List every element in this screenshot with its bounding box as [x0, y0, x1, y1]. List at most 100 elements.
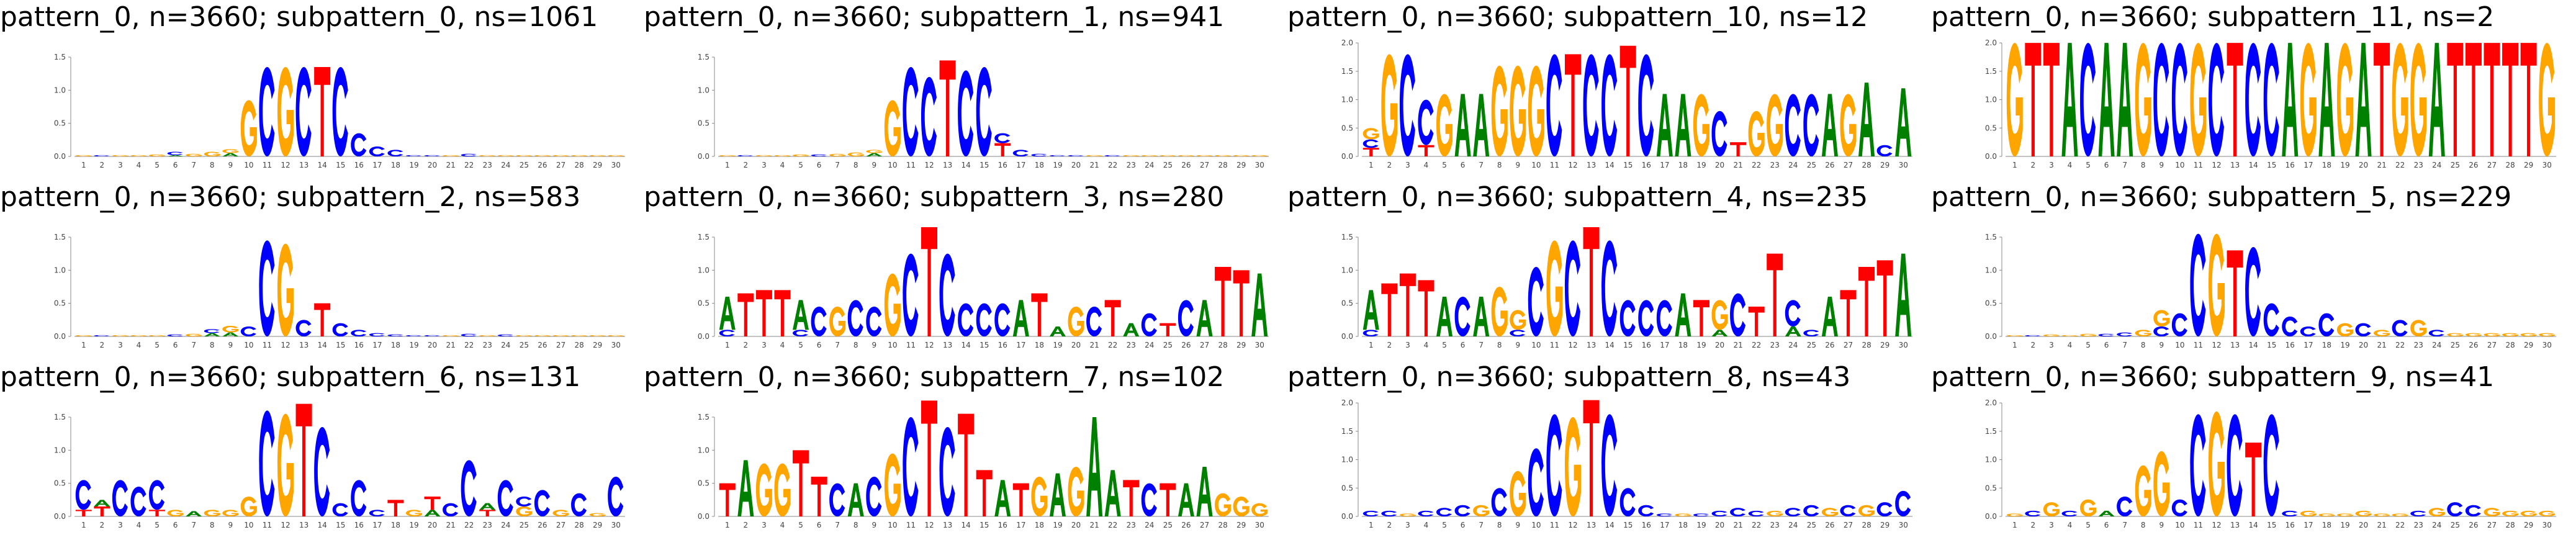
- logo-letter-C: [204, 329, 220, 333]
- logo-letter-G: [2153, 310, 2170, 326]
- y-tick-label: 0.0: [1985, 152, 1997, 161]
- x-tick-label: 21: [446, 161, 455, 169]
- logo-letter-T: [1381, 283, 1398, 336]
- logo-letter-G: [1381, 54, 1398, 157]
- logo-letter-G: [2392, 43, 2408, 156]
- logo-letter-G: [1767, 94, 1783, 156]
- x-tick-label: 30: [2542, 521, 2552, 529]
- x-tick-label: 30: [2542, 161, 2552, 169]
- x-tick-label: 10: [2175, 161, 2184, 169]
- logo-letter-G: [1251, 155, 1268, 156]
- logo-letter-C: [939, 253, 955, 336]
- logo-letter-G: [1840, 94, 1857, 156]
- x-tick-label: 18: [1678, 161, 1688, 169]
- x-tick-label: 19: [2340, 341, 2349, 349]
- logo-letter-C: [1638, 300, 1654, 336]
- logo-letter-T: [1160, 483, 1176, 516]
- x-tick-label: 11: [1550, 161, 1559, 169]
- logo-letter-C: [2080, 43, 2096, 156]
- x-tick-label: 11: [2194, 521, 2203, 529]
- x-tick-label: 12: [281, 521, 290, 529]
- x-tick-label: 1: [2012, 161, 2017, 169]
- logo-letter-C: [2282, 317, 2298, 336]
- logo-letter-G: [1251, 503, 1268, 516]
- x-tick-label: 29: [1880, 161, 1889, 169]
- x-tick-label: 1: [725, 341, 730, 349]
- x-tick-label: 24: [1788, 161, 1798, 169]
- logo-letter-A: [222, 332, 239, 336]
- x-tick-label: 5: [1442, 521, 1447, 529]
- x-tick-label: 13: [943, 341, 952, 349]
- x-tick-label: 29: [593, 161, 602, 169]
- logo-letter-G: [2336, 323, 2353, 336]
- x-tick-label: 16: [354, 161, 364, 169]
- logo-letter-A: [1711, 330, 1728, 336]
- logo-letter-G: [2006, 335, 2023, 336]
- logo-panel: pattern_0, n=3660; subpattern_9, ns=41 0.…: [1931, 360, 2575, 540]
- x-tick-label: 21: [446, 521, 455, 529]
- logo-letter-G: [1565, 417, 1582, 516]
- logo-letter-C: [958, 70, 974, 156]
- x-tick-label: 10: [888, 521, 897, 529]
- logo-letter-C: [2245, 247, 2261, 336]
- logo-letter-A: [1049, 326, 1066, 336]
- logo-letter-T: [1123, 480, 1140, 516]
- logo-letter-G: [2209, 233, 2225, 336]
- y-tick-label: 0.5: [54, 119, 66, 128]
- logo-letter-C: [2392, 320, 2408, 336]
- logo-letter-A: [1086, 417, 1103, 516]
- logo-letter-G: [2153, 451, 2170, 516]
- x-tick-label: 19: [1053, 161, 1062, 169]
- logo-letter-G: [497, 155, 514, 156]
- x-tick-label: 6: [817, 341, 822, 349]
- x-tick-label: 19: [1053, 521, 1062, 529]
- logo-letter-G: [2520, 333, 2537, 336]
- logo-letter-C: [351, 133, 367, 156]
- logo-letter-A: [1436, 297, 1453, 336]
- x-tick-label: 9: [228, 341, 233, 349]
- logo-letter-C: [1785, 508, 1801, 516]
- y-tick-label: 1.5: [54, 233, 66, 241]
- x-tick-label: 19: [409, 161, 418, 169]
- logo-letter-G: [2300, 43, 2317, 156]
- y-tick-label: 0.5: [698, 479, 709, 488]
- logo-letter-G: [2336, 513, 2353, 516]
- logo-title: pattern_0, n=3660; subpattern_8, ns=43: [1287, 361, 1851, 393]
- logo-panel: pattern_0, n=3660; subpattern_3, ns=280 0…: [644, 180, 1287, 360]
- x-tick-label: 9: [228, 161, 233, 169]
- x-tick-label: 14: [1605, 521, 1615, 529]
- x-tick-label: 18: [1678, 341, 1688, 349]
- logo-letter-A: [167, 155, 184, 156]
- logo-letter-C: [1454, 297, 1470, 336]
- x-tick-label: 24: [1788, 341, 1798, 349]
- x-tick-label: 1: [1369, 341, 1374, 349]
- logo-letter-C: [1601, 240, 1618, 336]
- x-tick-label: 22: [1108, 341, 1117, 349]
- x-tick-label: 21: [1733, 341, 1742, 349]
- logo-letter-G: [186, 333, 202, 336]
- x-tick-label: 16: [998, 341, 1007, 349]
- x-tick-label: 21: [2377, 521, 2386, 529]
- logo-letter-G: [240, 497, 257, 516]
- logo-letter-C: [2098, 333, 2114, 336]
- x-tick-label: 15: [1623, 341, 1633, 349]
- x-tick-label: 28: [574, 341, 583, 349]
- logo-letter-C: [2153, 43, 2169, 156]
- logo-plot: 0.00.51.01.52.01 2 3 4 5 6 7 8 9 10 11 12 13 14 15 16 17…: [1341, 38, 1912, 169]
- logo-letter-T: [1012, 483, 1029, 516]
- logo-letter-C: [1546, 414, 1562, 516]
- x-tick-label: 30: [1255, 341, 1264, 349]
- x-tick-label: 8: [210, 161, 215, 169]
- logo-letter-G: [1123, 155, 1140, 156]
- logo-panel: pattern_0, n=3660; subpattern_0, ns=1061…: [0, 0, 644, 180]
- x-tick-label: 13: [1587, 521, 1596, 529]
- x-tick-label: 29: [1236, 521, 1246, 529]
- logo-plot: 0.00.51.01.52.01 2 3 4 5 6 7 8 9 10 11 12 13 14 15 16 17…: [1985, 398, 2556, 529]
- logo-letter-C: [314, 427, 330, 516]
- logo-letter-G: [1491, 65, 1508, 157]
- y-tick-label: 1.0: [1985, 266, 1997, 274]
- x-tick-label: 2: [744, 521, 749, 529]
- logo-letter-T: [1619, 45, 1636, 156]
- x-tick-label: 28: [1218, 341, 1227, 349]
- logo-letter-C: [516, 497, 532, 506]
